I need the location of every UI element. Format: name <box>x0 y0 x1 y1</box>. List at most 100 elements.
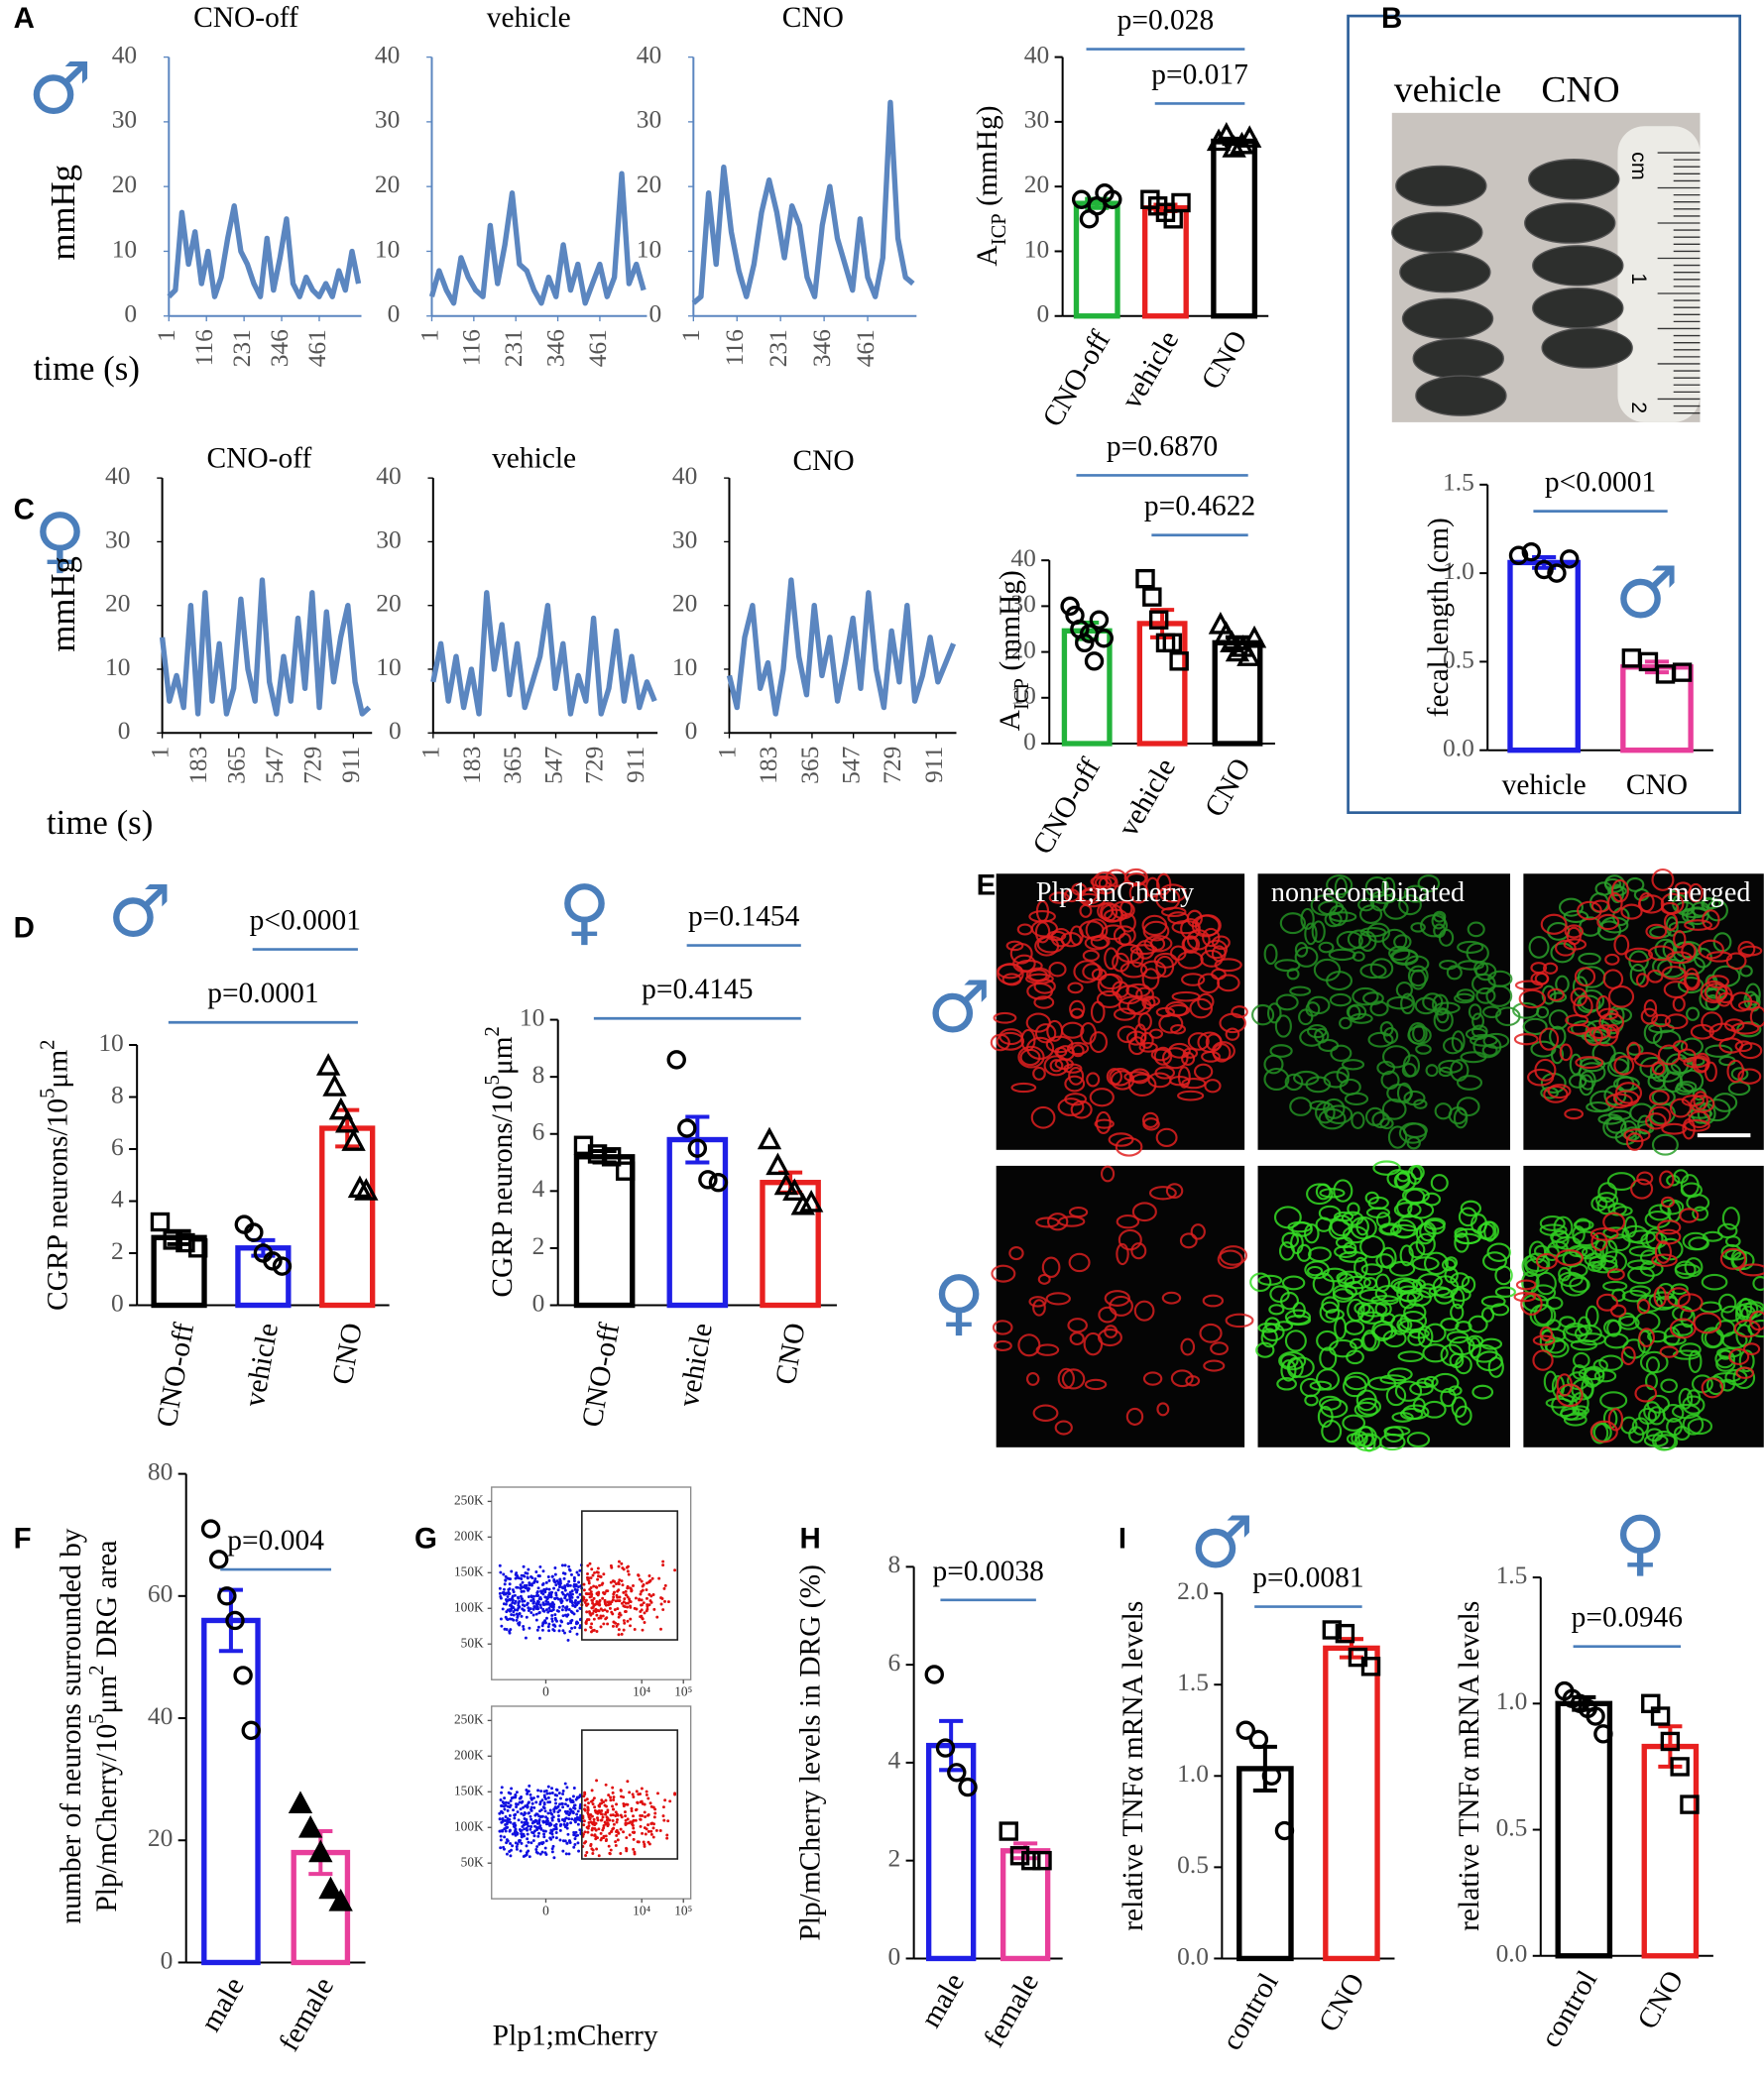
cell-dot <box>614 1814 618 1818</box>
y-tick-label: 1.0 <box>1496 1686 1528 1715</box>
cell-outline <box>1181 1077 1207 1090</box>
cell-outline <box>1559 1043 1573 1062</box>
cell-outline <box>1468 1336 1481 1359</box>
cell-outline <box>1532 1349 1554 1371</box>
axis-label: Plp/mCherry levels in DRG (%) <box>795 1564 827 1941</box>
cell-dot <box>567 1839 571 1843</box>
cell-outline <box>1071 1044 1085 1058</box>
bar <box>1061 628 1113 747</box>
y-tick-label: 20 <box>672 589 697 618</box>
cell-dot <box>619 1827 623 1831</box>
cell-dot <box>542 1790 546 1793</box>
cell-outline <box>1680 1307 1696 1329</box>
cell-outline <box>1318 1107 1347 1130</box>
p-value: p=0.017 <box>1151 58 1248 90</box>
cell-outline <box>1186 929 1211 951</box>
cell-outline <box>1701 1377 1724 1399</box>
cell-dot <box>502 1587 506 1591</box>
cell-dot <box>611 1804 615 1808</box>
cell-outline <box>1604 953 1620 966</box>
cell-dot <box>498 1817 502 1821</box>
cell-dot <box>623 1605 627 1609</box>
cell-dot <box>620 1562 624 1565</box>
cell-dot <box>504 1578 508 1582</box>
cell-outline <box>1138 1041 1158 1053</box>
cell-outline <box>1613 1206 1633 1216</box>
fecal-pellet <box>1395 165 1487 207</box>
cell-dot <box>515 1571 519 1575</box>
x-tick-label: female <box>273 1972 340 2056</box>
cell-dot <box>586 1808 590 1812</box>
cell-dot <box>529 1611 533 1615</box>
cell-outline <box>1691 901 1710 917</box>
cell-dot <box>599 1614 603 1618</box>
cell-dot <box>574 1583 578 1586</box>
cell-outline <box>1274 1321 1294 1331</box>
cell-dot <box>603 1803 607 1807</box>
cell-dot <box>499 1829 503 1833</box>
cell-outline <box>1702 1230 1723 1242</box>
cell-outline <box>1702 909 1720 931</box>
x-tick-label: 10⁵ <box>674 1684 692 1699</box>
cell-outline <box>1660 892 1685 915</box>
cell-outline <box>1181 973 1206 986</box>
cell-dot <box>515 1618 519 1622</box>
cell-outline <box>1054 1420 1073 1436</box>
data-point <box>677 1118 697 1138</box>
cell-dot <box>509 1603 513 1607</box>
cell-dot <box>586 1830 590 1834</box>
cell-outline <box>1728 1347 1750 1365</box>
cell-dot <box>665 1833 669 1837</box>
cell-outline <box>1412 1024 1426 1043</box>
cell-dot <box>639 1615 643 1619</box>
cell-outline <box>1450 1272 1470 1289</box>
cell-outline <box>1379 1246 1397 1269</box>
data-point <box>666 1050 686 1070</box>
cell-dot <box>505 1822 509 1826</box>
cell-dot <box>529 1825 533 1828</box>
cell-dot <box>539 1841 543 1845</box>
cell-dot <box>563 1571 567 1575</box>
cell-outline <box>1605 1093 1633 1109</box>
cell-outline <box>1025 1371 1040 1386</box>
cell-dot <box>520 1577 524 1580</box>
cell-dot <box>519 1839 523 1842</box>
cell-outline <box>1398 894 1422 916</box>
cell-dot <box>612 1584 616 1588</box>
cell-outline <box>1451 1030 1466 1053</box>
cell-dot <box>651 1593 655 1596</box>
cell-dot <box>558 1624 562 1628</box>
cell-dot <box>521 1580 525 1584</box>
cell-outline <box>1109 1295 1133 1317</box>
data-point <box>244 1222 264 1242</box>
cell-outline <box>1185 1375 1201 1387</box>
cell-dot <box>527 1588 529 1592</box>
cell-outline <box>1362 1276 1378 1290</box>
cell-outline <box>1568 1074 1588 1089</box>
cell-dot <box>524 1571 528 1575</box>
cell-dot <box>542 1802 546 1806</box>
cell-dot <box>565 1821 569 1825</box>
cell-outline <box>1084 1378 1108 1391</box>
cell-dot <box>500 1786 504 1790</box>
cell-dot <box>550 1613 554 1617</box>
cell-dot <box>601 1614 605 1618</box>
cell-outline <box>1639 1350 1669 1374</box>
cell-dot <box>506 1804 510 1808</box>
cell-outline <box>1129 944 1158 956</box>
axis-label: mmHg <box>44 556 82 652</box>
cell-dot <box>648 1599 652 1603</box>
cell-dot <box>590 1847 594 1851</box>
cell-dot <box>567 1817 571 1821</box>
cell-dot <box>540 1582 544 1586</box>
cell-outline <box>1645 923 1668 940</box>
cell-outline <box>1634 1384 1658 1403</box>
cell-dot <box>500 1624 504 1628</box>
cell-dot <box>594 1821 598 1825</box>
x-tick-label: female <box>978 1968 1045 2052</box>
y-tick-label: 250K <box>454 1711 484 1726</box>
cell-outline <box>1590 1259 1618 1274</box>
panel-letter: F <box>14 1522 32 1555</box>
cell-outline <box>1595 994 1611 1018</box>
cell-dot <box>518 1623 522 1627</box>
